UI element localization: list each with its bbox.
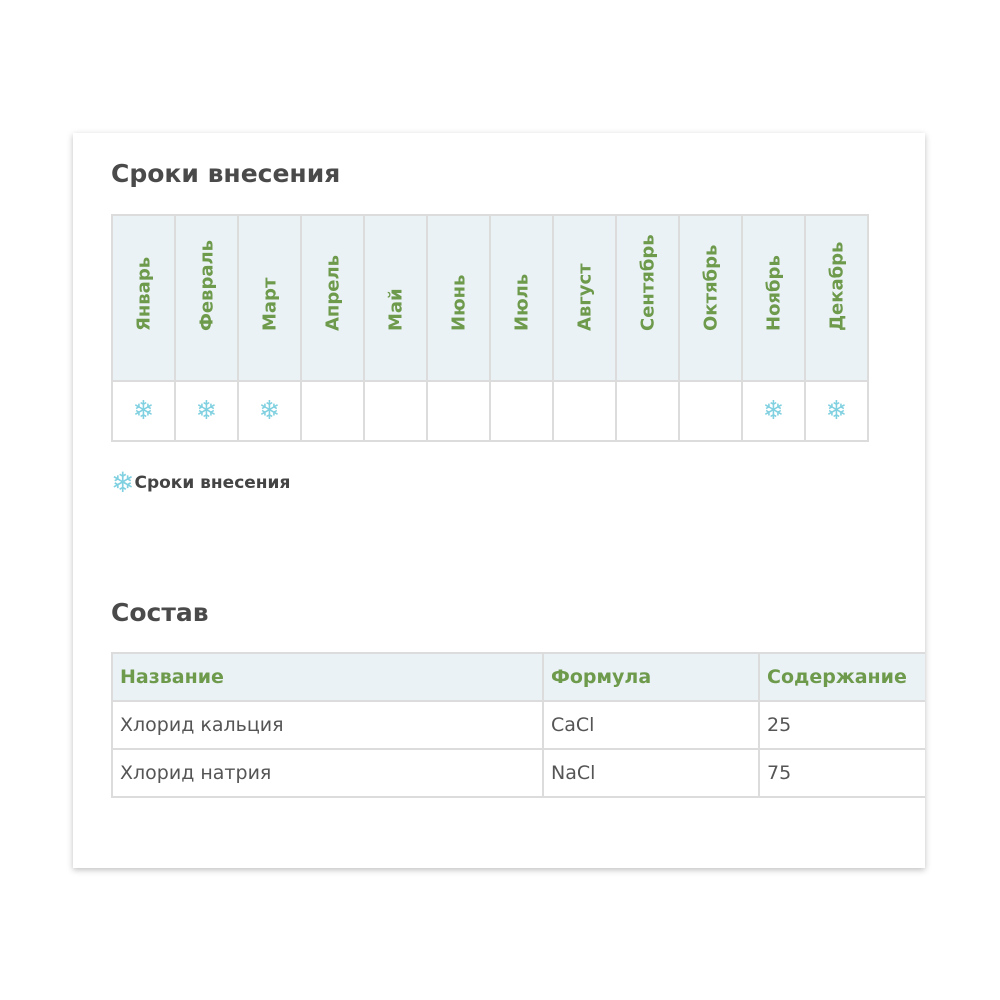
column-header-content: Содержание: [758, 652, 925, 702]
composition-title: Состав: [111, 598, 209, 627]
month-label: Декабрь: [826, 241, 847, 331]
month-header: Август: [552, 214, 617, 382]
month-cell: [426, 380, 491, 442]
schedule-table: Январь Февраль Март Апрель Май Июнь Июль Август…: [111, 214, 869, 442]
snowflake-icon: ❄: [195, 396, 218, 426]
month-cell: [615, 380, 680, 442]
month-label: Февраль: [196, 239, 217, 331]
cell-content: 75: [758, 748, 925, 798]
month-header: Январь: [111, 214, 176, 382]
cell-formula: CaCl: [542, 700, 760, 750]
month-cell: ❄: [741, 380, 806, 442]
month-cell: ❄: [237, 380, 302, 442]
cell-name: Хлорид натрия: [111, 748, 544, 798]
snowflake-icon: ❄: [762, 396, 785, 426]
month-label: Сентябрь: [637, 234, 658, 331]
month-header: Апрель: [300, 214, 365, 382]
month-cell: [552, 380, 617, 442]
month-cell: ❄: [111, 380, 176, 442]
month-header: Ноябрь: [741, 214, 806, 382]
content-card: Сроки внесения Январь Февраль Март Апрель Ма…: [73, 133, 925, 868]
snowflake-icon: ❄: [825, 396, 848, 426]
month-label: Март: [259, 277, 280, 331]
schedule-title: Сроки внесения: [111, 159, 341, 188]
cell-formula: NaCl: [542, 748, 760, 798]
month-label: Январь: [133, 256, 154, 331]
month-label: Апрель: [322, 254, 343, 331]
month-header: Март: [237, 214, 302, 382]
legend: ❄ Сроки внесения: [111, 469, 290, 497]
month-header: Май: [363, 214, 428, 382]
month-header: Июль: [489, 214, 554, 382]
month-label: Октябрь: [700, 244, 721, 331]
month-label: Июнь: [448, 274, 469, 331]
month-label: Август: [574, 263, 595, 331]
cell-name: Хлорид кальция: [111, 700, 544, 750]
cell-content: 25: [758, 700, 925, 750]
month-cell: [678, 380, 743, 442]
column-header-name: Название: [111, 652, 544, 702]
snowflake-icon: ❄: [132, 396, 155, 426]
legend-label: Сроки внесения: [134, 473, 291, 493]
table-row: Хлорид натрия NaCl 75: [111, 748, 925, 798]
month-cell: ❄: [804, 380, 869, 442]
month-cell: [300, 380, 365, 442]
month-cell: [363, 380, 428, 442]
month-header: Декабрь: [804, 214, 869, 382]
table-row: Хлорид кальция CaCl 25: [111, 700, 925, 750]
snowflake-icon: ❄: [111, 466, 135, 499]
month-label: Май: [385, 288, 406, 331]
snowflake-icon: ❄: [258, 396, 281, 426]
composition-table: Название Формула Содержание Хлорид кальц…: [111, 652, 925, 798]
month-cell: ❄: [174, 380, 239, 442]
month-cell: [489, 380, 554, 442]
column-header-formula: Формула: [542, 652, 760, 702]
month-header: Октябрь: [678, 214, 743, 382]
month-label: Июль: [511, 273, 532, 331]
month-header: Июнь: [426, 214, 491, 382]
month-label: Ноябрь: [763, 255, 784, 331]
month-header: Сентябрь: [615, 214, 680, 382]
month-header: Февраль: [174, 214, 239, 382]
